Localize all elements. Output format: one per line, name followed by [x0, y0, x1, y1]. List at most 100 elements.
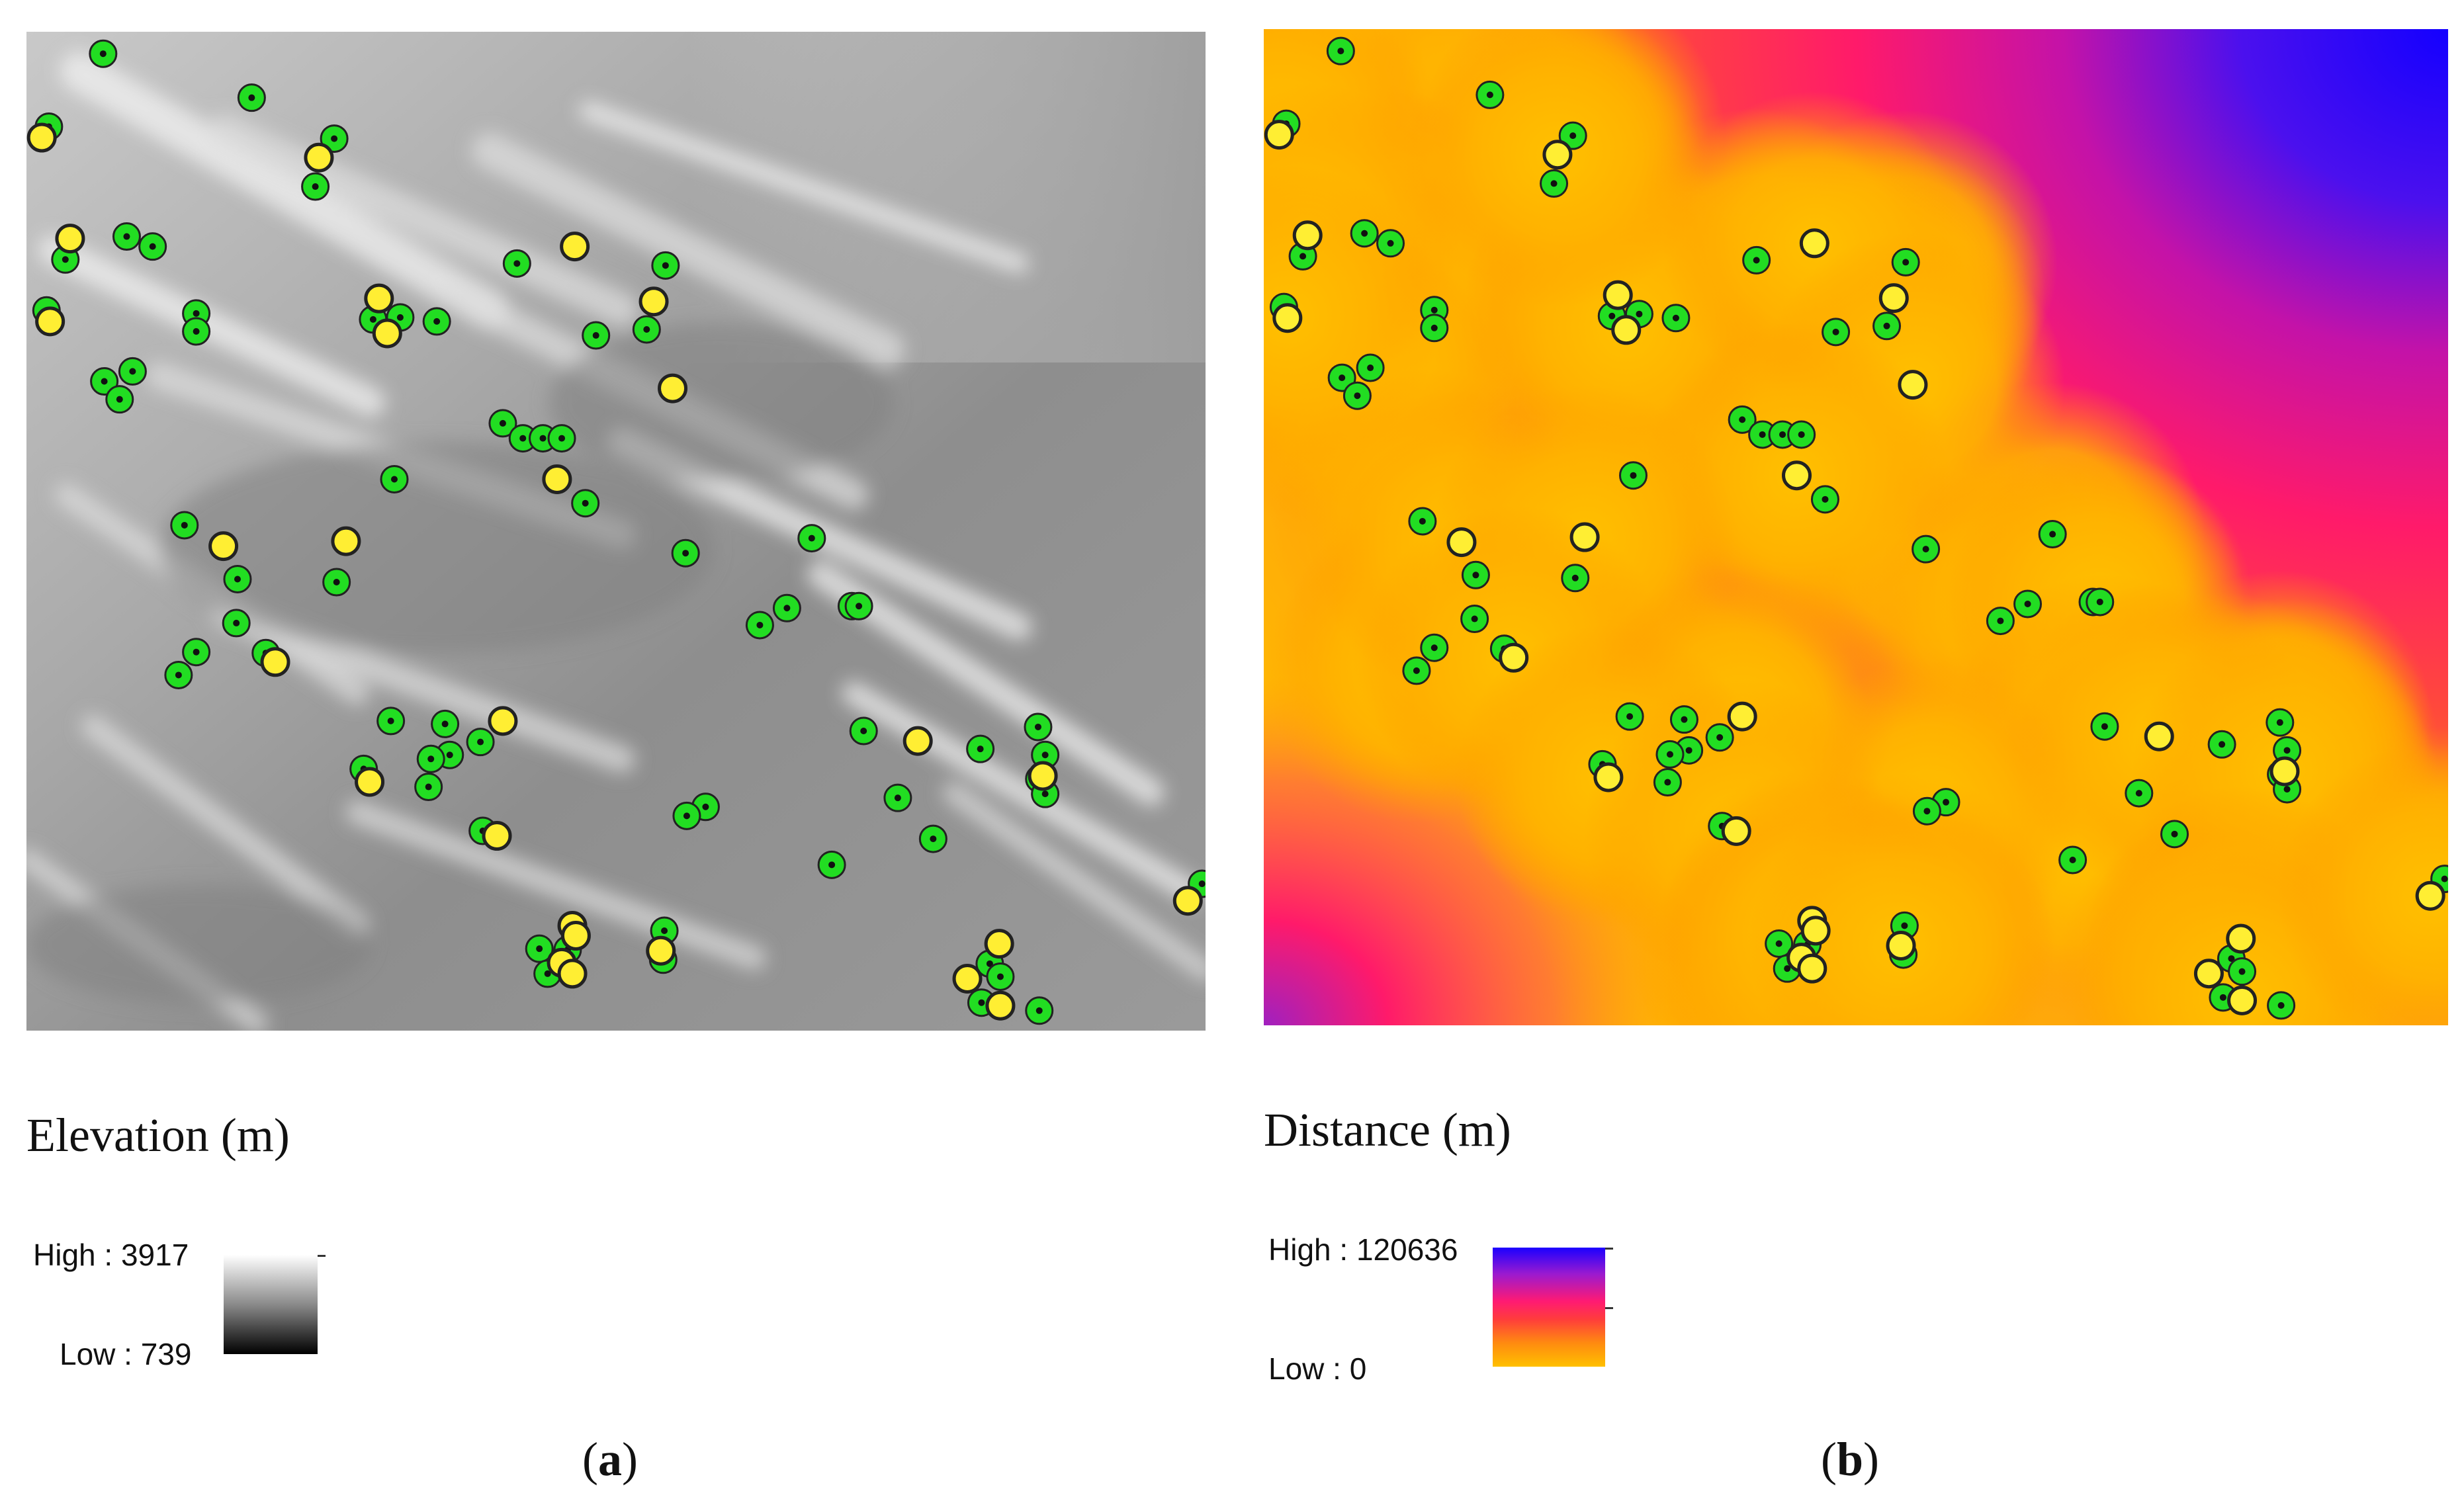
green-site-center-dot: [1041, 790, 1049, 798]
yellow-site-marker: [55, 224, 85, 254]
yellow-site-marker: [2415, 880, 2445, 911]
green-site-center-dot: [2171, 830, 2178, 837]
yellow-site-marker: [2227, 985, 2258, 1015]
green-site-center-dot: [544, 970, 551, 977]
green-site-center-dot: [783, 605, 791, 612]
green-site-center-dot: [1472, 572, 1479, 579]
green-site-center-dot: [582, 499, 589, 507]
green-site-center-dot: [1299, 253, 1307, 260]
green-site-center-dot: [1486, 91, 1493, 99]
green-site-center-dot: [702, 803, 709, 810]
yellow-site-marker: [1292, 220, 1323, 251]
green-site-center-dot: [193, 648, 200, 656]
green-site-center-dot: [2096, 598, 2103, 605]
distance-high-label: High : 120636: [1268, 1232, 1458, 1267]
distance-low-label: Low : 0: [1268, 1351, 1367, 1386]
yellow-site-marker: [542, 464, 572, 494]
yellow-site-marker: [1028, 761, 1058, 791]
yellow-site-marker: [2193, 959, 2224, 989]
green-site-center-dot: [2101, 723, 2108, 730]
yellow-site-marker: [488, 706, 518, 736]
green-site-center-dot: [1339, 374, 1346, 382]
elevation-ridge: [38, 235, 386, 417]
caption-b: (b): [1821, 1433, 1880, 1486]
elevation-ridge: [60, 52, 509, 329]
green-site-center-dot: [1753, 257, 1760, 264]
green-site-center-dot: [149, 243, 156, 250]
green-site-center-dot: [333, 579, 340, 586]
green-site-center-dot: [499, 419, 506, 427]
yellow-site-marker: [560, 921, 591, 951]
green-site-center-dot: [1672, 314, 1679, 321]
yellow-site-marker: [1727, 701, 1757, 732]
green-site-center-dot: [1471, 615, 1478, 622]
yellow-site-marker: [331, 526, 361, 556]
green-site-center-dot: [1666, 751, 1673, 758]
yellow-site-marker: [1542, 140, 1573, 170]
green-site-center-dot: [2024, 600, 2031, 607]
green-site-center-dot: [1636, 310, 1643, 318]
green-site-center-dot: [1354, 392, 1361, 400]
yellow-site-marker: [372, 318, 402, 349]
green-site-center-dot: [978, 999, 985, 1006]
elevation-map: [26, 32, 1206, 1031]
yellow-site-marker: [1272, 303, 1303, 333]
yellow-site-marker: [364, 283, 394, 314]
green-site-center-dot: [1685, 747, 1693, 754]
yellow-site-marker: [1898, 370, 1928, 400]
green-site-center-dot: [477, 738, 484, 746]
green-site-center-dot: [1430, 644, 1438, 652]
green-site-center-dot: [441, 720, 449, 728]
yellow-site-marker: [560, 232, 590, 262]
green-site-center-dot: [129, 368, 136, 375]
yellow-site-marker: [1603, 280, 1633, 310]
green-site-center-dot: [1739, 416, 1746, 423]
green-site-center-dot: [808, 534, 815, 542]
distance-color-ramp: [1493, 1248, 1605, 1367]
green-site-center-dot: [860, 728, 867, 734]
green-site-center-dot: [1630, 472, 1637, 479]
green-site-center-dot: [2283, 786, 2291, 793]
green-site-center-dot: [756, 621, 764, 628]
green-site-center-dot: [2277, 1002, 2285, 1009]
green-site-center-dot: [1923, 808, 1931, 815]
yellow-site-marker: [984, 929, 1014, 959]
yellow-site-marker: [482, 821, 512, 851]
green-site-center-dot: [234, 576, 241, 583]
elevation-ridge: [208, 114, 638, 326]
distance-halo: [2278, 744, 2448, 1025]
green-site-center-dot: [1779, 431, 1786, 438]
elevation-ridge: [212, 601, 635, 773]
yellow-site-marker: [1499, 642, 1529, 673]
elevation-map-canvas: [26, 32, 1206, 1031]
elevation-ridge: [842, 681, 1203, 904]
distance-map: [1264, 29, 2448, 1025]
green-site-center-dot: [2276, 719, 2283, 726]
green-site-center-dot: [1997, 617, 2004, 624]
green-site-center-dot: [1943, 798, 1950, 806]
yellow-site-marker: [646, 935, 676, 966]
green-site-center-dot: [123, 233, 130, 240]
green-site-center-dot: [369, 316, 376, 323]
yellow-site-marker: [952, 963, 983, 994]
green-site-center-dot: [1626, 713, 1634, 720]
green-site-center-dot: [1550, 180, 1558, 187]
yellow-site-marker: [985, 990, 1016, 1021]
yellow-site-marker: [1721, 816, 1751, 846]
yellow-site-marker: [1799, 228, 1829, 259]
green-site-center-dot: [996, 973, 1004, 980]
green-site-center-dot: [1571, 574, 1579, 581]
yellow-site-marker: [1797, 953, 1827, 984]
green-site-center-dot: [828, 861, 836, 869]
green-site-center-dot: [536, 945, 543, 953]
yellow-site-marker: [26, 122, 57, 153]
green-site-center-dot: [1430, 324, 1438, 331]
green-site-center-dot: [2049, 531, 2056, 538]
green-site-center-dot: [1569, 132, 1577, 140]
green-site-center-dot: [175, 671, 182, 679]
elevation-color-ramp: [224, 1255, 318, 1354]
elevation-lowland: [26, 885, 371, 1004]
green-site-center-dot: [513, 260, 521, 267]
green-site-center-dot: [1832, 328, 1839, 335]
yellow-site-marker: [2226, 923, 2256, 954]
